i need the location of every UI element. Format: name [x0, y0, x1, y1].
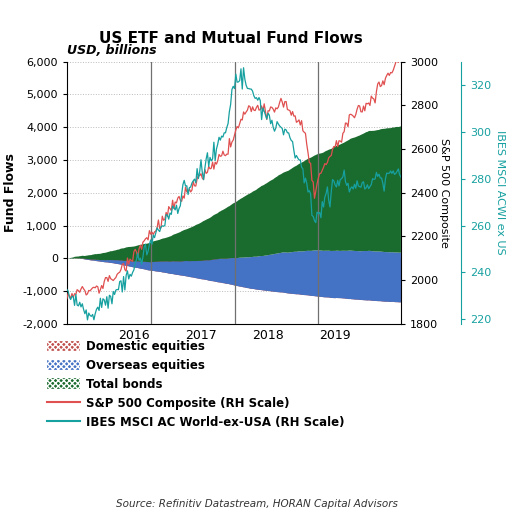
Text: Source: Refinitiv Datastream, HORAN Capital Advisors: Source: Refinitiv Datastream, HORAN Capi… [116, 499, 398, 509]
Y-axis label: S&P 500 Composite: S&P 500 Composite [439, 138, 449, 248]
Legend: Domestic equities, Overseas equities, Total bonds, S&P 500 Composite (RH Scale),: Domestic equities, Overseas equities, To… [47, 340, 344, 429]
Text: USD, billions: USD, billions [67, 44, 156, 57]
Text: US ETF and Mutual Fund Flows: US ETF and Mutual Fund Flows [99, 31, 363, 46]
Y-axis label: IBES MSCI ACWI ex US: IBES MSCI ACWI ex US [495, 131, 505, 255]
Y-axis label: Fund Flows: Fund Flows [4, 153, 16, 232]
